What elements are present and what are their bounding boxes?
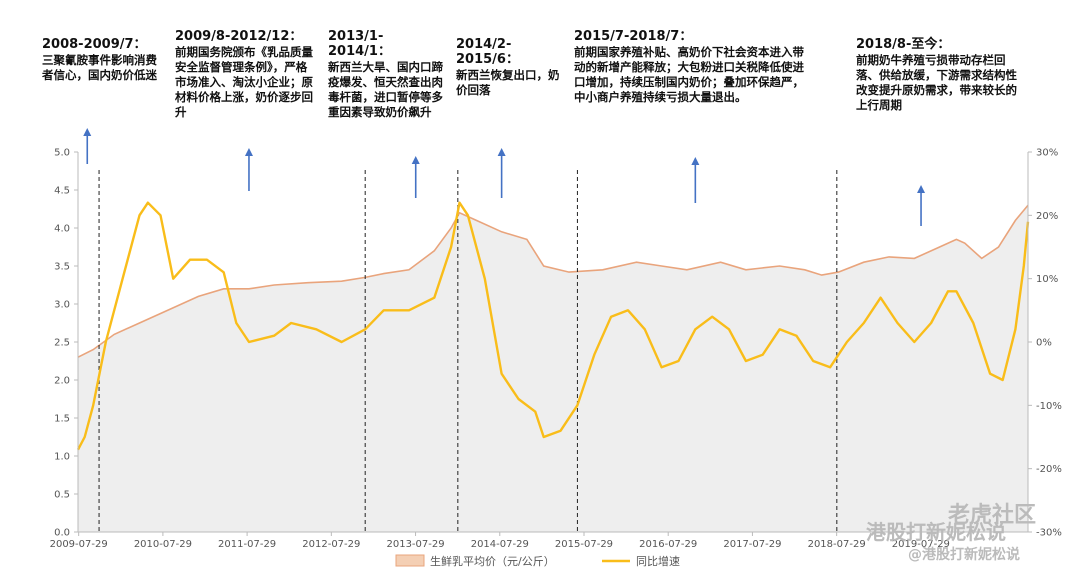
- left-tick-label: 2.0: [54, 376, 70, 387]
- left-tick-label: 4.5: [54, 186, 70, 197]
- left-tick-label: 3.5: [54, 262, 70, 273]
- x-tick-label: 2014-07-29: [471, 539, 529, 550]
- x-tick-label: 2010-07-29: [134, 539, 192, 550]
- left-tick-label: 4.0: [54, 224, 70, 235]
- annotation-period: 2008-2009/7：: [42, 37, 147, 52]
- x-tick-label: 2017-07-29: [723, 539, 781, 550]
- arrow-head: [691, 157, 700, 165]
- right-tick-label: 30%: [1036, 148, 1058, 159]
- right-tick-label: -20%: [1036, 464, 1062, 475]
- annotation-text: 三聚氰胺事件影响消费者信心，国内奶价低迷: [42, 53, 157, 82]
- annotation-2018: 2018/8-至今： 前期奶牛养殖亏损带动存栏回落、供给放缓，下游需求结构性改变…: [856, 37, 1026, 113]
- x-tick-label: 2018-07-29: [808, 539, 866, 550]
- annotation-text: 新西兰恢复出口，奶价回落: [456, 68, 560, 97]
- annotation-2015: 2015/7-2018/7： 前期国家养殖补贴、高奶价下社会资本进入带动的新增产…: [574, 29, 806, 105]
- left-tick-label: 5.0: [54, 148, 70, 159]
- arrow-layer: [83, 128, 926, 226]
- annotation-2009: 2009/8-2012/12： 前期国务院颁布《乳品质量安全监督管理条例》，严格…: [175, 29, 313, 120]
- right-tick-label: 20%: [1036, 211, 1058, 222]
- annotation-text: 新西兰大旱、国内口蹄疫爆发、恒天然查出肉毒杆菌，进口暂停等多重因素导致奶价飙升: [328, 60, 443, 119]
- legend-swatch-price: [395, 554, 425, 567]
- legend-label-growth: 同比增速: [636, 554, 680, 568]
- arrow-head: [497, 148, 506, 156]
- annotation-2008: 2008-2009/7： 三聚氰胺事件影响消费者信心，国内奶价低迷: [42, 37, 167, 83]
- annotation-period: 2014/2-2015/6：: [456, 37, 519, 67]
- annotation-2013: 2013/1-2014/1： 新西兰大旱、国内口蹄疫爆发、恒天然查出肉毒杆菌，进…: [328, 29, 443, 120]
- annotation-period: 2009/8-2012/12：: [175, 29, 303, 44]
- left-tick-label: 3.0: [54, 300, 70, 311]
- right-tick-label: -30%: [1036, 528, 1062, 539]
- arrow-head: [917, 185, 926, 193]
- watermark-main: 港股打新妮松说: [866, 520, 1006, 544]
- annotation-period: 2013/1-2014/1：: [328, 29, 391, 59]
- annotation-text: 前期国家养殖补贴、高奶价下社会资本进入带动的新增产能释放；大包粉进口关税降低使进…: [574, 45, 804, 104]
- arrow-head: [244, 148, 253, 156]
- legend: 生鲜乳平均价（元/公斤） 同比增速: [395, 554, 680, 568]
- price-area-fill: [78, 205, 1028, 532]
- price-area-line: [77, 204, 1029, 358]
- watermark-bottom: @港股打新妮松说: [908, 547, 1020, 563]
- x-tick-label: 2013-07-29: [386, 539, 444, 550]
- period-divider-layer: [98, 170, 838, 532]
- x-tick-label: 2015-07-29: [555, 539, 613, 550]
- legend-label-price: 生鲜乳平均价（元/公斤）: [430, 554, 555, 568]
- annotation-period: 2015/7-2018/7：: [574, 29, 693, 44]
- left-tick-label: 1.0: [54, 452, 70, 463]
- arrow-head: [411, 156, 420, 164]
- x-tick-label: 2011-07-29: [218, 539, 276, 550]
- price-area-layer: [77, 204, 1029, 532]
- left-tick-label: 2.5: [54, 338, 70, 349]
- right-tick-label: 0%: [1036, 338, 1052, 349]
- left-tick-label: 0.0: [54, 528, 70, 539]
- x-tick-label: 2009-07-29: [50, 539, 108, 550]
- annotation-period: 2018/8-至今：: [856, 37, 951, 52]
- left-tick-label: 0.5: [54, 490, 70, 501]
- x-tick-label: 2019-07-29: [892, 539, 950, 550]
- left-tick-label: 1.5: [54, 414, 70, 425]
- axes-layer: 0.0 0.5 1.0 1.5 2.0 2.5 3.0 3.5 4.0 4.5 5.0 -30% -20…: [50, 148, 1062, 551]
- arrow-head: [83, 128, 92, 136]
- x-tick-label: 2012-07-29: [302, 539, 360, 550]
- growth-line: [76, 201, 1030, 451]
- annotation-text: 前期奶牛养殖亏损带动存栏回落、供给放缓，下游需求结构性改变提升原奶需求，带来较长…: [856, 53, 1017, 112]
- growth-line-layer: [76, 201, 1030, 451]
- watermark-corner: 老虎社区: [948, 503, 1037, 528]
- right-tick-label: 10%: [1036, 274, 1058, 285]
- annotation-2014: 2014/2-2015/6： 新西兰恢复出口，奶价回落: [456, 37, 564, 98]
- right-tick-label: -10%: [1036, 401, 1062, 412]
- x-tick-label: 2016-07-29: [639, 539, 697, 550]
- annotation-text: 前期国务院颁布《乳品质量安全监督管理条例》，严格市场准入、淘汰小企业；原材料价格…: [175, 45, 313, 119]
